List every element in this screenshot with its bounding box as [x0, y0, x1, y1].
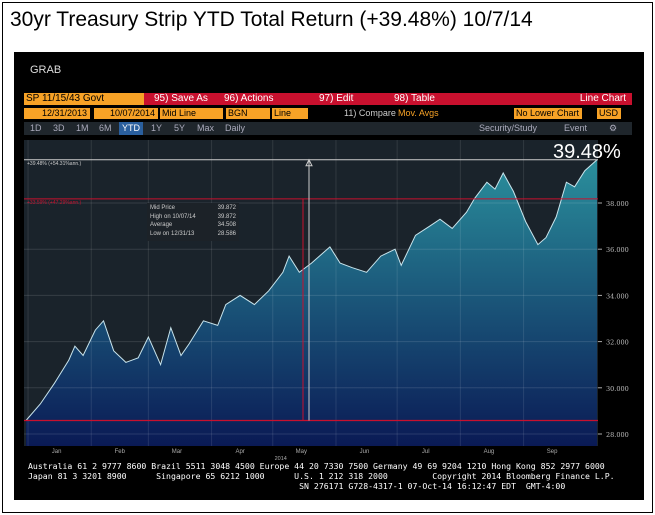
x-tick-label: Jul: [422, 449, 430, 455]
frequency-select[interactable]: Daily: [225, 123, 246, 133]
y-tick-label: 32.000: [606, 339, 629, 347]
y-tick-label: 38.000: [606, 200, 629, 208]
actions-button[interactable]: 96) Actions: [224, 93, 274, 104]
field-select[interactable]: Mid Line: [160, 108, 223, 119]
security-study-button[interactable]: Security/Study: [479, 123, 538, 133]
save-as-button[interactable]: 95) Save As: [154, 93, 208, 104]
return-label: 39.48%: [553, 141, 621, 163]
table-button[interactable]: 98) Table: [394, 93, 435, 104]
legend-label: Low on 12/31/13: [150, 230, 195, 237]
footer-line-1: Australia 61 2 9777 8600 Brazil 5511 304…: [28, 461, 605, 471]
footer-line-2: Japan 81 3 3201 8900 Singapore 65 6212 1…: [28, 471, 615, 481]
toolbar: SP 11/15/43 Govt 95) Save As 96) Actions…: [24, 93, 632, 105]
x-tick-label: Feb: [115, 449, 126, 455]
page-title: 30yr Treasury Strip YTD Total Return (+3…: [10, 8, 533, 31]
period-1d[interactable]: 1D: [30, 123, 42, 133]
end-date-input[interactable]: 10/07/2014: [94, 108, 158, 119]
currency-select[interactable]: USD: [597, 108, 621, 119]
price-line: [25, 159, 598, 421]
red-line-label: +33.59% (+47.29%ann.): [27, 200, 82, 206]
x-tick-label: Jun: [360, 449, 370, 455]
legend-label: Mid Price: [150, 205, 176, 211]
y-tick-label: 34.000: [606, 292, 629, 300]
security-field[interactable]: SP 11/15/43 Govt: [24, 93, 144, 105]
start-date-input[interactable]: 12/31/2013: [24, 108, 90, 119]
price-area: [26, 159, 597, 447]
legend: Mid Price 39.872 High on 10/07/14 39.872 Ave…: [147, 203, 239, 241]
panel-label: GRAB: [30, 64, 62, 76]
chart-type-label[interactable]: Line Chart: [579, 93, 626, 104]
gear-icon[interactable]: ⚙: [609, 123, 618, 133]
legend-value: 28.586: [217, 230, 236, 237]
x-axis-label: 2014: [275, 456, 287, 462]
x-tick-label: Mar: [172, 449, 182, 455]
x-tick-label: Apr: [235, 449, 244, 455]
legend-value: 39.872: [217, 205, 236, 211]
lower-chart-select[interactable]: No Lower Chart: [514, 108, 582, 119]
event-button[interactable]: Event: [564, 123, 588, 133]
legend-value: 34.508: [217, 222, 236, 228]
period-3d[interactable]: 3D: [53, 123, 65, 133]
top-line-label: +39.48% (+54.31%ann.): [27, 161, 82, 167]
legend-row: Mid Price 39.872: [150, 204, 236, 213]
legend-label: Average: [150, 222, 173, 228]
legend-value: 39.872: [217, 213, 236, 220]
footer-line-3: SN 276171 G728-4317-1 07-Oct-14 16:12:47…: [28, 481, 566, 491]
period-1y[interactable]: 1Y: [151, 123, 163, 133]
arrow-icon: [305, 158, 313, 167]
legend-row: Low on 12/31/13 28.586: [150, 230, 236, 239]
period-1m[interactable]: 1M: [76, 123, 89, 133]
source-select[interactable]: BGN: [226, 108, 270, 119]
x-tick-label: Aug: [484, 449, 495, 455]
x-tick-label: Jan: [52, 449, 62, 455]
x-tick-label: May: [296, 449, 307, 455]
y-tick-label: 36.000: [606, 246, 629, 254]
y-tick-label: 28.000: [606, 431, 629, 439]
style-select[interactable]: Line: [272, 108, 308, 119]
settings-bar: 12/31/2013 10/07/2014 Mid Line BGN Line …: [24, 108, 632, 120]
period-bar: Security/Study Event ⚙ 1D 3D 1M 6M YTD 1Y 5Y Ma…: [24, 122, 632, 135]
x-tick-label: Sep: [547, 449, 558, 455]
mov-avgs-button[interactable]: Mov. Avgs: [396, 108, 439, 119]
legend-row: Average 34.508: [150, 221, 236, 230]
period-ytd[interactable]: YTD: [119, 122, 143, 135]
period-5y[interactable]: 5Y: [174, 123, 186, 133]
compare-button[interactable]: 11) Compare: [342, 108, 396, 119]
legend-label: High on 10/07/14: [150, 213, 196, 220]
period-max[interactable]: Max: [197, 123, 215, 133]
legend-row: High on 10/07/14 39.872: [150, 213, 236, 222]
y-tick-label: 30.000: [606, 385, 629, 393]
edit-button[interactable]: 97) Edit: [319, 93, 354, 104]
period-6m[interactable]: 6M: [99, 123, 112, 133]
